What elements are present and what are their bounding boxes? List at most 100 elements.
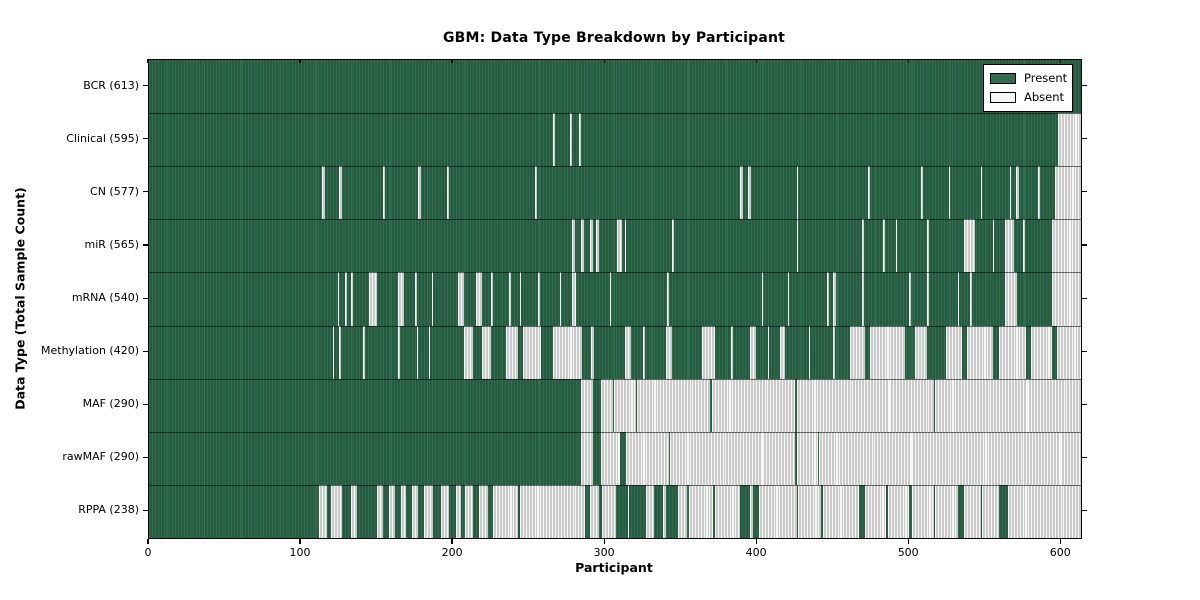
absent-run <box>1055 166 1081 220</box>
absent-run <box>912 484 934 538</box>
absent-run <box>624 325 631 379</box>
absent-run <box>431 272 434 326</box>
row-separator <box>149 272 1081 274</box>
absent-run <box>481 325 492 379</box>
absent-run <box>1030 325 1053 379</box>
row-band-rppa <box>149 484 1081 538</box>
absent-run <box>883 219 885 273</box>
absent-run <box>523 325 542 379</box>
absent-run <box>389 484 396 538</box>
absent-run <box>589 484 600 538</box>
absent-run <box>748 166 752 220</box>
absent-run <box>345 272 347 326</box>
absent-run <box>571 219 575 273</box>
absent-run <box>1056 325 1081 379</box>
absent-run <box>662 484 666 538</box>
absent-run <box>591 325 595 379</box>
absent-run <box>322 166 326 220</box>
legend-label-present: Present <box>1024 70 1068 85</box>
y-tick-label: RPPA (238) <box>78 503 139 517</box>
absent-run <box>761 272 764 326</box>
absent-run <box>895 219 898 273</box>
absent-run <box>465 484 473 538</box>
absent-run <box>570 113 572 167</box>
absent-run <box>383 166 385 220</box>
absent-run <box>1009 166 1012 220</box>
absent-run <box>702 325 715 379</box>
absent-run <box>559 272 562 326</box>
absent-run <box>909 272 911 326</box>
row-separator <box>149 166 1081 168</box>
absent-run <box>819 431 1081 485</box>
absent-run <box>672 219 674 273</box>
absent-run <box>862 272 864 326</box>
y-tick <box>143 191 148 193</box>
absent-run <box>935 484 958 538</box>
absent-run <box>415 272 417 326</box>
y-tick-label: CN (577) <box>90 184 139 198</box>
absent-run <box>833 272 837 326</box>
absent-run <box>749 325 756 379</box>
x-tick <box>755 538 757 544</box>
absent-run <box>731 325 733 379</box>
absent-run <box>553 113 555 167</box>
absent-run <box>553 325 583 379</box>
y-tick <box>143 297 148 299</box>
y-tick <box>143 85 148 87</box>
absent-run <box>339 325 341 379</box>
x-tick <box>1059 538 1061 544</box>
row-band-cn <box>149 166 1081 220</box>
absent-run <box>475 272 482 326</box>
absent-run <box>509 272 511 326</box>
absent-run <box>643 325 645 379</box>
absent-run <box>463 325 473 379</box>
absent-run <box>670 431 796 485</box>
absent-run <box>779 325 785 379</box>
absent-run <box>758 484 797 538</box>
absent-run <box>787 272 790 326</box>
y-tick <box>1081 509 1087 512</box>
row-separator <box>149 113 1081 115</box>
absent-run <box>980 166 983 220</box>
row-separator <box>149 325 1081 327</box>
y-tick-label: rawMAF (290) <box>62 450 139 464</box>
y-tick-label: MAF (290) <box>82 397 139 411</box>
absent-run <box>446 166 449 220</box>
x-tick <box>603 538 605 544</box>
row-separator <box>149 219 1081 221</box>
row-band-clinical <box>149 113 1081 167</box>
absent-run <box>416 325 419 379</box>
x-tick-top <box>1059 59 1061 63</box>
absent-run <box>948 166 951 220</box>
absent-run <box>927 219 929 273</box>
absent-run <box>600 378 613 432</box>
x-tick-label: 400 <box>745 546 767 559</box>
absent-run <box>398 325 400 379</box>
absent-run <box>796 219 799 273</box>
absent-run <box>535 166 537 220</box>
x-tick-top <box>907 59 909 63</box>
absent-run <box>1038 166 1040 220</box>
x-tick-label: 0 <box>144 546 152 559</box>
x-tick-label: 600 <box>1049 546 1071 559</box>
absent-run <box>849 325 866 379</box>
absent-run <box>456 484 461 538</box>
absent-run <box>992 219 995 273</box>
x-tick <box>451 538 453 544</box>
legend-swatch-absent-icon <box>990 92 1016 103</box>
row-band-mir <box>149 219 1081 273</box>
absent-run <box>609 272 612 326</box>
absent-run <box>998 325 1027 379</box>
y-tick <box>1081 85 1087 87</box>
absent-run <box>935 378 1081 432</box>
y-tick <box>143 456 148 459</box>
absent-run <box>808 325 811 379</box>
plot-area <box>148 59 1082 539</box>
absent-run <box>865 484 887 538</box>
absent-run <box>478 484 489 538</box>
absent-run <box>1052 272 1081 326</box>
absent-run <box>571 272 577 326</box>
row-separator <box>149 378 1081 380</box>
x-tick <box>907 538 909 544</box>
absent-run <box>602 484 616 538</box>
